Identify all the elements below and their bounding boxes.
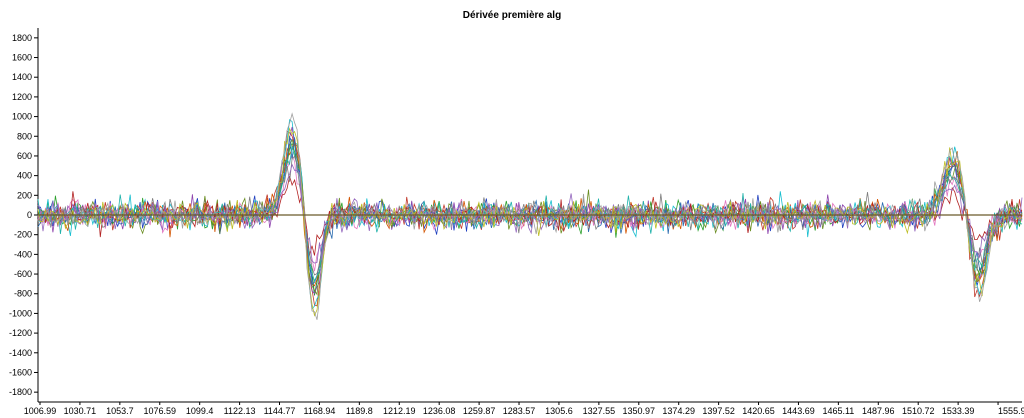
- series-line: [37, 155, 1023, 276]
- x-tick-label: 1305.6: [545, 406, 573, 416]
- x-tick-label: 1374.29: [662, 406, 695, 416]
- x-tick-label: 1122.13: [224, 406, 256, 416]
- y-tick-label: -600: [14, 269, 32, 279]
- x-tick-label: 1350.97: [623, 406, 656, 416]
- chart-title: Dérivée première alg: [462, 10, 562, 21]
- series-line: [37, 163, 1023, 264]
- y-tick-label: -800: [14, 289, 32, 299]
- series-line: [37, 145, 1023, 283]
- y-tick-label: 400: [17, 171, 32, 181]
- x-tick-label: 1076.59: [143, 406, 176, 416]
- x-tick-label: 1327.55: [583, 406, 616, 416]
- x-tick-label: 1212.19: [383, 406, 416, 416]
- y-tick-label: 1600: [12, 53, 32, 63]
- x-tick-label: 1510.72: [902, 406, 935, 416]
- y-tick-label: -1200: [9, 328, 32, 338]
- y-tick-label: -200: [14, 230, 32, 240]
- y-tick-label: -1400: [9, 348, 32, 358]
- x-tick-label: 1259.87: [463, 406, 496, 416]
- x-tick-label: 1533.39: [942, 406, 975, 416]
- x-tick-label: 1099.4: [186, 406, 214, 416]
- x-tick-label: 1030.71: [64, 406, 97, 416]
- x-axis: 1006.99 1030.71 1053.7 1076.59 1099.4 1122.13…: [24, 401, 1024, 416]
- y-tick-label: 1200: [12, 92, 32, 102]
- y-tick-label: 1000: [12, 112, 32, 122]
- y-tick-label: -1600: [9, 367, 32, 377]
- y-tick-label: 600: [17, 151, 32, 161]
- x-tick-label: 1006.99: [24, 406, 57, 416]
- x-tick-label: 1555.9: [998, 406, 1024, 416]
- x-tick-label: 1487.96: [862, 406, 895, 416]
- y-tick-label: 0: [27, 210, 32, 220]
- y-tick-label: -1800: [9, 387, 32, 397]
- x-tick-label: 1189.8: [346, 406, 373, 416]
- y-tick-label: 200: [17, 190, 32, 200]
- x-tick-label: 1283.57: [503, 406, 536, 416]
- y-tick-label: -400: [14, 249, 32, 259]
- series-line: [37, 112, 1023, 320]
- x-tick-label: 1397.52: [702, 406, 735, 416]
- x-tick-label: 1236.08: [423, 406, 456, 416]
- x-tick-label: 1465.11: [822, 406, 854, 416]
- y-tick-label: 1400: [12, 72, 32, 82]
- series-lines: [37, 112, 1023, 320]
- x-tick-label: 1053.7: [106, 406, 134, 416]
- x-tick-label: 1168.94: [303, 406, 335, 416]
- x-tick-label: 1420.65: [742, 406, 775, 416]
- y-axis: 1800 1600 1400 1200 1000 800 600 400 200 0 -200 -40…: [9, 28, 39, 402]
- y-tick-label: 800: [17, 131, 32, 141]
- x-tick-label: 1443.69: [782, 406, 815, 416]
- x-tick-label: 1144.77: [264, 406, 296, 416]
- y-tick-label: 1800: [12, 33, 32, 43]
- y-tick-label: -1000: [9, 308, 32, 318]
